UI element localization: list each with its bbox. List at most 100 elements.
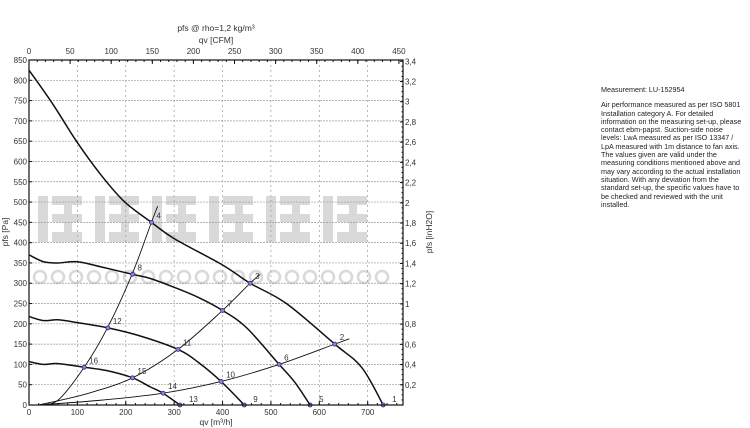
y-tick-label: 700	[14, 117, 28, 126]
watermark-glyph-stroke	[266, 196, 276, 242]
x2-tick-label: 350	[310, 47, 324, 56]
x-tick-label: 700	[361, 408, 375, 417]
chart-title: pfs @ rho=1,2 kg/m³	[177, 23, 255, 33]
x2-axis-label: qv [CFM]	[199, 35, 233, 45]
x2-tick-label: 250	[228, 47, 242, 56]
watermark-glyph-stroke	[349, 196, 357, 242]
watermark-glyph-stroke	[38, 196, 48, 242]
operating-point	[247, 280, 253, 286]
y2-axis-label: pfs [inH2O]	[424, 211, 434, 254]
x2-tick-label: 100	[105, 47, 119, 56]
y2-tick-label: 1,6	[405, 239, 417, 248]
watermark-url-glyph	[320, 269, 336, 285]
y2-tick-label: 1,8	[405, 219, 417, 228]
x2-tick-label: 300	[269, 47, 283, 56]
plot-frame	[28, 59, 404, 406]
operating-point-label: 8	[138, 263, 143, 272]
watermark-glyph-stroke	[323, 196, 333, 242]
operating-point-label: 4	[156, 211, 161, 220]
watermark-url-glyph	[176, 269, 192, 285]
operating-point	[130, 375, 135, 381]
y2-tick-label: 2,8	[405, 118, 417, 127]
y-tick-label: 100	[14, 360, 28, 369]
fan-curve	[28, 360, 181, 406]
operating-point	[160, 390, 166, 396]
y-tick-label: 150	[14, 340, 28, 349]
watermark-url-glyph	[50, 269, 66, 285]
y-tick-label: 800	[14, 76, 28, 85]
operating-point	[81, 364, 87, 370]
operating-point	[149, 219, 154, 225]
measurement-description: Air performance measured as per ISO 5801…	[601, 100, 742, 209]
watermark-url-glyph	[32, 269, 48, 285]
y2-tick-label: 2,2	[405, 179, 417, 188]
measurement-note: Measurement: LU-152954 Air performance m…	[601, 85, 743, 216]
operating-point-label: 10	[226, 370, 235, 379]
x-axis-label: qv [m³/h]	[199, 417, 232, 427]
operating-point	[218, 379, 224, 384]
operating-point	[332, 341, 338, 347]
operating-point-label: 1	[392, 395, 397, 404]
y2-tick-label: 2,4	[405, 158, 417, 167]
operating-point-label: 7	[228, 299, 233, 308]
x2-tick-label: 150	[146, 47, 160, 56]
y2-tick-label: 2	[405, 199, 410, 208]
x-tick-label: 100	[71, 408, 85, 417]
watermark-url-glyph	[68, 269, 84, 285]
operating-point-label: 3	[255, 272, 260, 281]
watermark	[32, 196, 390, 285]
x-tick-label: 200	[119, 408, 133, 417]
y-tick-label: 650	[14, 137, 28, 146]
y-tick-label: 500	[14, 198, 28, 207]
operating-point	[105, 325, 111, 331]
y-tick-label: 250	[14, 300, 28, 309]
operating-point	[130, 271, 135, 277]
watermark-url-glyph	[194, 269, 210, 285]
operating-point-label: 13	[189, 395, 198, 404]
x2-tick-label: 450	[392, 47, 406, 56]
y-tick-label: 450	[14, 218, 28, 227]
fan-curve	[28, 254, 311, 406]
y2-tick-label: 3,2	[405, 77, 417, 86]
watermark-url-glyph	[104, 269, 120, 285]
x-tick-label: 500	[264, 408, 278, 417]
watermark-url-glyph	[374, 269, 390, 285]
x-tick-label: 0	[27, 408, 32, 417]
y-tick-label: 350	[14, 259, 28, 268]
operating-point-label: 9	[253, 395, 258, 404]
y-tick-label: 300	[14, 279, 28, 288]
watermark-url-glyph	[338, 269, 354, 285]
y-tick-label: 0	[23, 401, 28, 410]
y2-tick-label: 2,6	[405, 138, 417, 147]
watermark-glyph-stroke	[152, 196, 162, 242]
watermark-glyph-stroke	[64, 196, 72, 242]
y2-tick-label: 0,8	[405, 320, 417, 329]
x2-tick-label: 200	[187, 47, 201, 56]
x-tick-label: 400	[216, 408, 230, 417]
y2-tick-label: 1,4	[405, 259, 417, 268]
y-tick-label: 400	[14, 239, 28, 248]
y2-tick-label: 3,4	[405, 57, 417, 66]
watermark-glyph-stroke	[292, 196, 300, 242]
x2-tick-label: 0	[27, 47, 32, 56]
fan-curve	[28, 315, 245, 406]
y-tick-label: 600	[14, 157, 28, 166]
y-axis-label: pfs [Pa]	[0, 218, 10, 247]
y2-tick-label: 1	[405, 300, 410, 309]
watermark-glyph-stroke	[209, 196, 219, 242]
x2-tick-label: 50	[66, 47, 75, 56]
operating-point-label: 14	[168, 382, 177, 391]
watermark-url-glyph	[212, 269, 228, 285]
watermark-glyph-stroke	[121, 196, 129, 242]
y2-tick-label: 0,4	[405, 361, 417, 370]
y-tick-label: 200	[14, 320, 28, 329]
y2-tick-label: 0,6	[405, 340, 417, 349]
operating-point-label: 15	[138, 367, 147, 376]
watermark-url-glyph	[356, 269, 372, 285]
y-tick-label: 750	[14, 97, 28, 106]
watermark-glyph-stroke	[178, 196, 186, 242]
